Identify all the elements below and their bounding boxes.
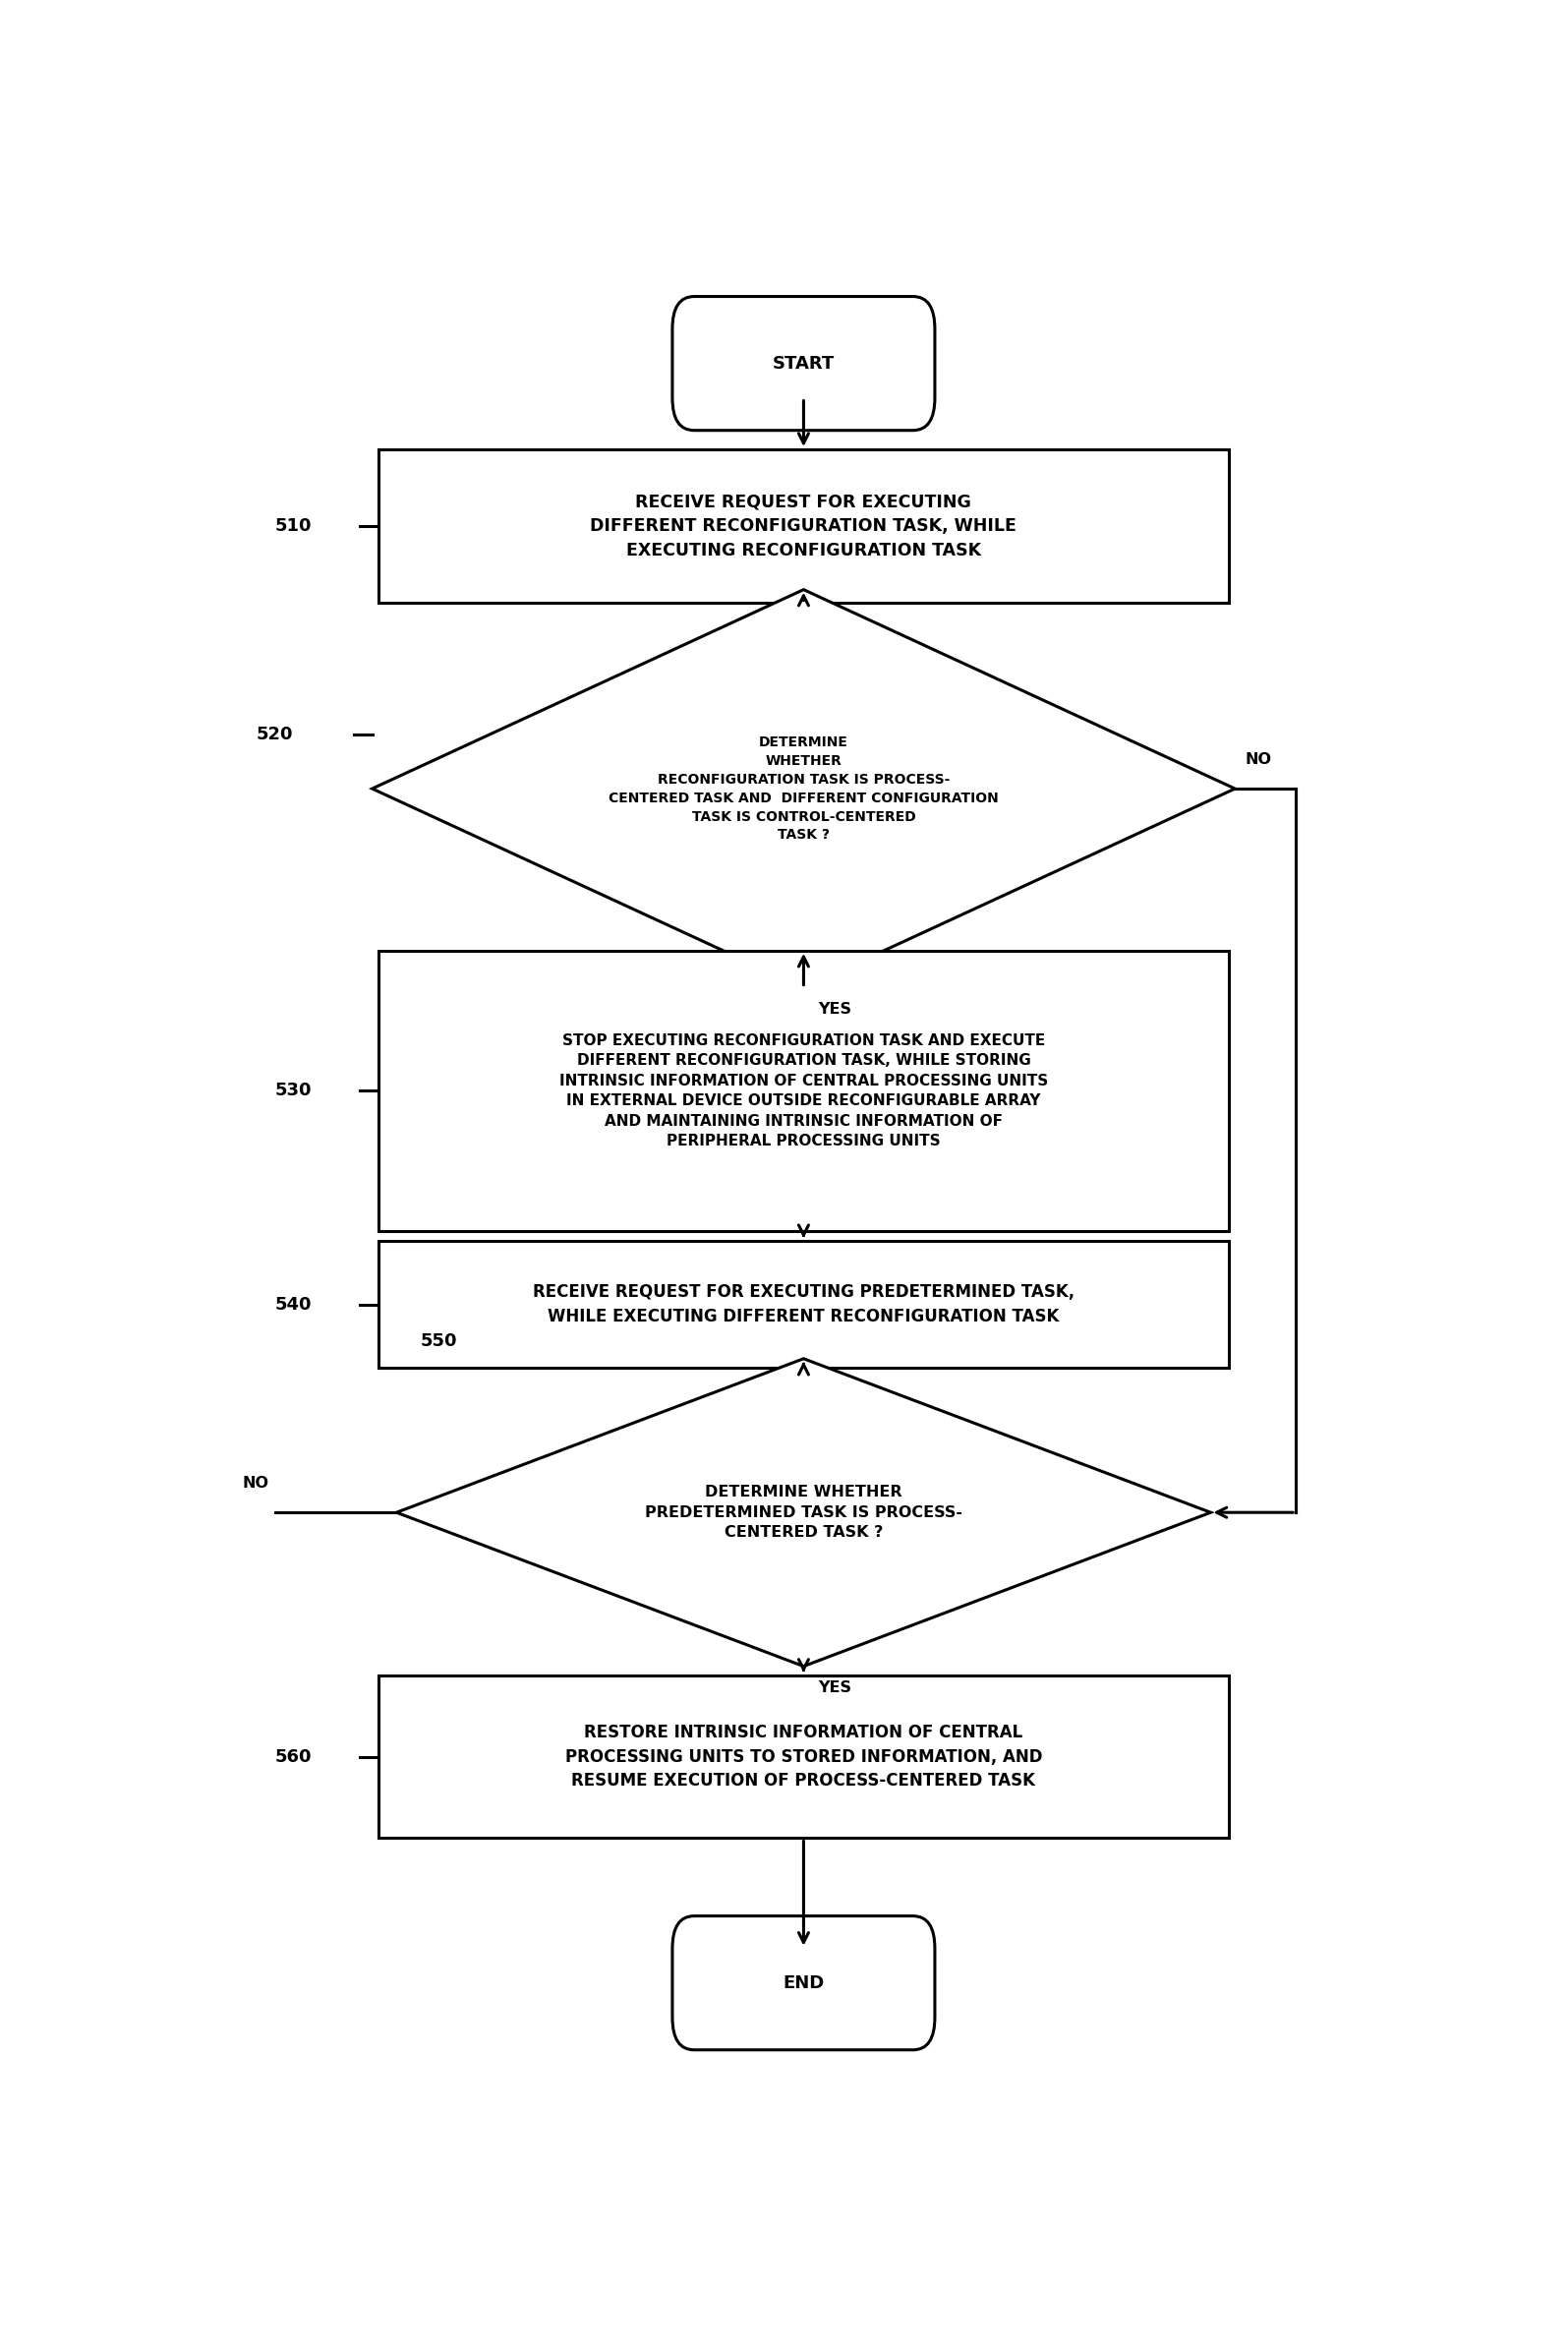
Polygon shape	[372, 590, 1236, 987]
FancyBboxPatch shape	[673, 1915, 935, 2049]
Text: START: START	[773, 355, 834, 371]
Text: 530: 530	[274, 1081, 312, 1100]
Text: STOP EXECUTING RECONFIGURATION TASK AND EXECUTE
DIFFERENT RECONFIGURATION TASK, : STOP EXECUTING RECONFIGURATION TASK AND …	[560, 1034, 1047, 1149]
Bar	[378, 1676, 1229, 1838]
Text: END: END	[782, 1974, 825, 1993]
Text: RESTORE INTRINSIC INFORMATION OF CENTRAL
PROCESSING UNITS TO STORED INFORMATION,: RESTORE INTRINSIC INFORMATION OF CENTRAL…	[564, 1725, 1043, 1788]
Text: RECEIVE REQUEST FOR EXECUTING PREDETERMINED TASK,
WHILE EXECUTING DIFFERENT RECO: RECEIVE REQUEST FOR EXECUTING PREDETERMI…	[533, 1283, 1074, 1325]
Polygon shape	[397, 1358, 1210, 1666]
Text: YES: YES	[818, 1001, 851, 1018]
Text: DETERMINE WHETHER
PREDETERMINED TASK IS PROCESS-
CENTERED TASK ?: DETERMINE WHETHER PREDETERMINED TASK IS …	[644, 1485, 963, 1539]
Text: DETERMINE
WHETHER
RECONFIGURATION TASK IS PROCESS-
CENTERED TASK AND  DIFFERENT : DETERMINE WHETHER RECONFIGURATION TASK I…	[608, 736, 999, 841]
FancyBboxPatch shape	[673, 296, 935, 430]
Text: NO: NO	[243, 1476, 270, 1490]
Text: 560: 560	[274, 1748, 312, 1765]
Bar	[378, 449, 1229, 604]
Text: RECEIVE REQUEST FOR EXECUTING
DIFFERENT RECONFIGURATION TASK, WHILE
EXECUTING RE: RECEIVE REQUEST FOR EXECUTING DIFFERENT …	[590, 493, 1018, 559]
Text: NO: NO	[1245, 752, 1272, 766]
Text: YES: YES	[818, 1680, 851, 1694]
Bar	[378, 952, 1229, 1231]
Text: 550: 550	[420, 1332, 458, 1349]
Text: 510: 510	[274, 517, 312, 536]
Bar	[378, 1241, 1229, 1368]
Text: 520: 520	[256, 726, 293, 743]
Text: 540: 540	[274, 1295, 312, 1314]
